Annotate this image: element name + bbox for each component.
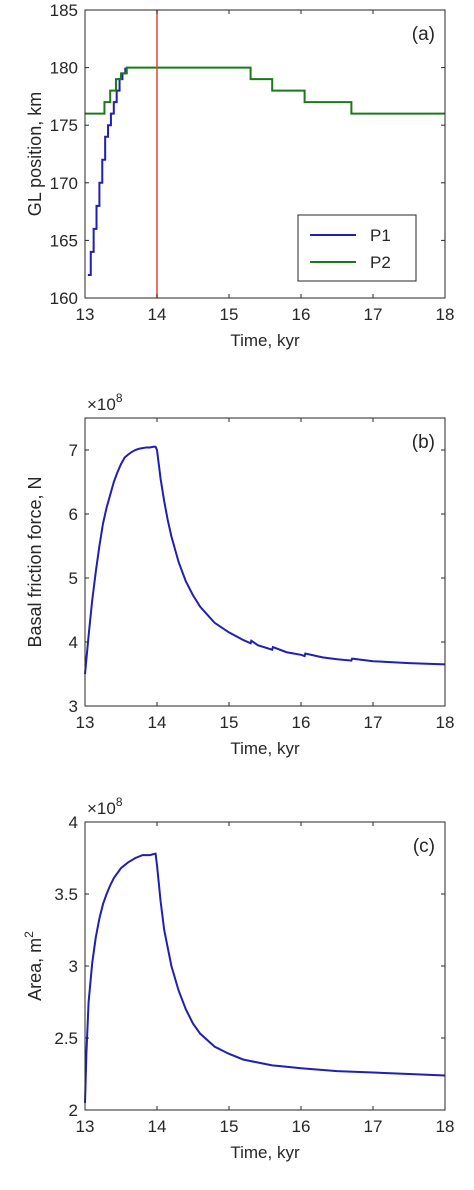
x-tick-label: 14 [148, 713, 167, 732]
legend-label-p1: P1 [370, 226, 391, 245]
x-tick-label: 16 [292, 305, 311, 324]
panel-label: (c) [413, 836, 435, 857]
y-axis-label-superscript: 2 [22, 931, 36, 938]
exponent-base: ×10 [87, 799, 116, 818]
plot-area [85, 418, 445, 706]
y-tick-label: 7 [69, 441, 78, 460]
x-tick-label: 17 [364, 1117, 383, 1136]
x-tick-label: 14 [148, 1117, 167, 1136]
y-tick-label: 160 [50, 289, 78, 308]
y-axis-label: Basal friction force, N [25, 476, 45, 647]
y-tick-label: 3.5 [54, 885, 78, 904]
chart-panel-1: 13 14 15 16 17 18 160 165 170 175 180 185 Time, kyr G… [25, 1, 454, 350]
x-tick-label: 13 [76, 713, 95, 732]
x-axis-label: Time, kyr [230, 739, 300, 758]
x-tick-label: 17 [364, 305, 383, 324]
exponent-power: 8 [116, 391, 123, 405]
chart-panel-2: 13 14 15 16 17 18 3 4 5 6 7 Time, kyr Basal friction… [25, 391, 454, 758]
axes-box [84, 9, 446, 299]
panel-label: (b) [412, 432, 435, 453]
y-axis-label-text: Basal friction force, N [25, 476, 45, 647]
y-tick-label: 3 [69, 957, 78, 976]
x-tick-label: 17 [364, 713, 383, 732]
x-axis-label: Time, kyr [230, 1143, 300, 1162]
y-tick-label: 2.5 [54, 1029, 78, 1048]
y-tick-label: 4 [69, 633, 78, 652]
axis-exponent-label: ×108 [87, 391, 123, 414]
legend-label-p2: P2 [370, 253, 391, 272]
y-tick-label: 4 [69, 813, 78, 832]
series-line [84, 852, 446, 1103]
axis-exponent-label: ×108 [87, 795, 123, 818]
exponent-base: ×10 [87, 395, 116, 414]
series-line-p2 [85, 66, 445, 115]
x-tick-label: 18 [436, 1117, 455, 1136]
x-tick-label: 15 [220, 305, 239, 324]
y-tick-label: 6 [69, 505, 78, 524]
series-line-p1 [87, 67, 127, 276]
y-tick-label: 2 [69, 1101, 78, 1120]
x-tick-label: 14 [148, 305, 167, 324]
y-axis-label-text: GL position, km [25, 92, 45, 216]
y-axis-label: GL position, km [25, 92, 45, 216]
y-tick-label: 185 [50, 1, 78, 20]
x-tick-label: 13 [76, 305, 95, 324]
y-tick-label: 170 [50, 174, 78, 193]
exponent-power: 8 [116, 795, 123, 809]
y-tick-label: 175 [50, 116, 78, 135]
x-axis-label: Time, kyr [230, 331, 300, 350]
y-tick-label: 3 [69, 697, 78, 716]
x-tick-label: 16 [292, 713, 311, 732]
x-tick-label: 18 [436, 713, 455, 732]
x-tick-label: 16 [292, 1117, 311, 1136]
y-tick-label: 5 [69, 569, 78, 588]
y-tick-label: 180 [50, 59, 78, 78]
x-tick-label: 13 [76, 1117, 95, 1136]
panel-label: (a) [412, 24, 435, 45]
x-tick-label: 15 [220, 713, 239, 732]
y-tick-label: 165 [50, 231, 78, 250]
series-line [84, 445, 446, 675]
y-axis-label: Area, m2 [22, 931, 45, 1001]
plot-area [85, 822, 445, 1110]
legend-box [297, 214, 417, 282]
axes-box [84, 417, 446, 707]
x-tick-label: 18 [436, 305, 455, 324]
x-tick-label: 15 [220, 1117, 239, 1136]
y-axis-label-text: Area, m [25, 938, 45, 1001]
